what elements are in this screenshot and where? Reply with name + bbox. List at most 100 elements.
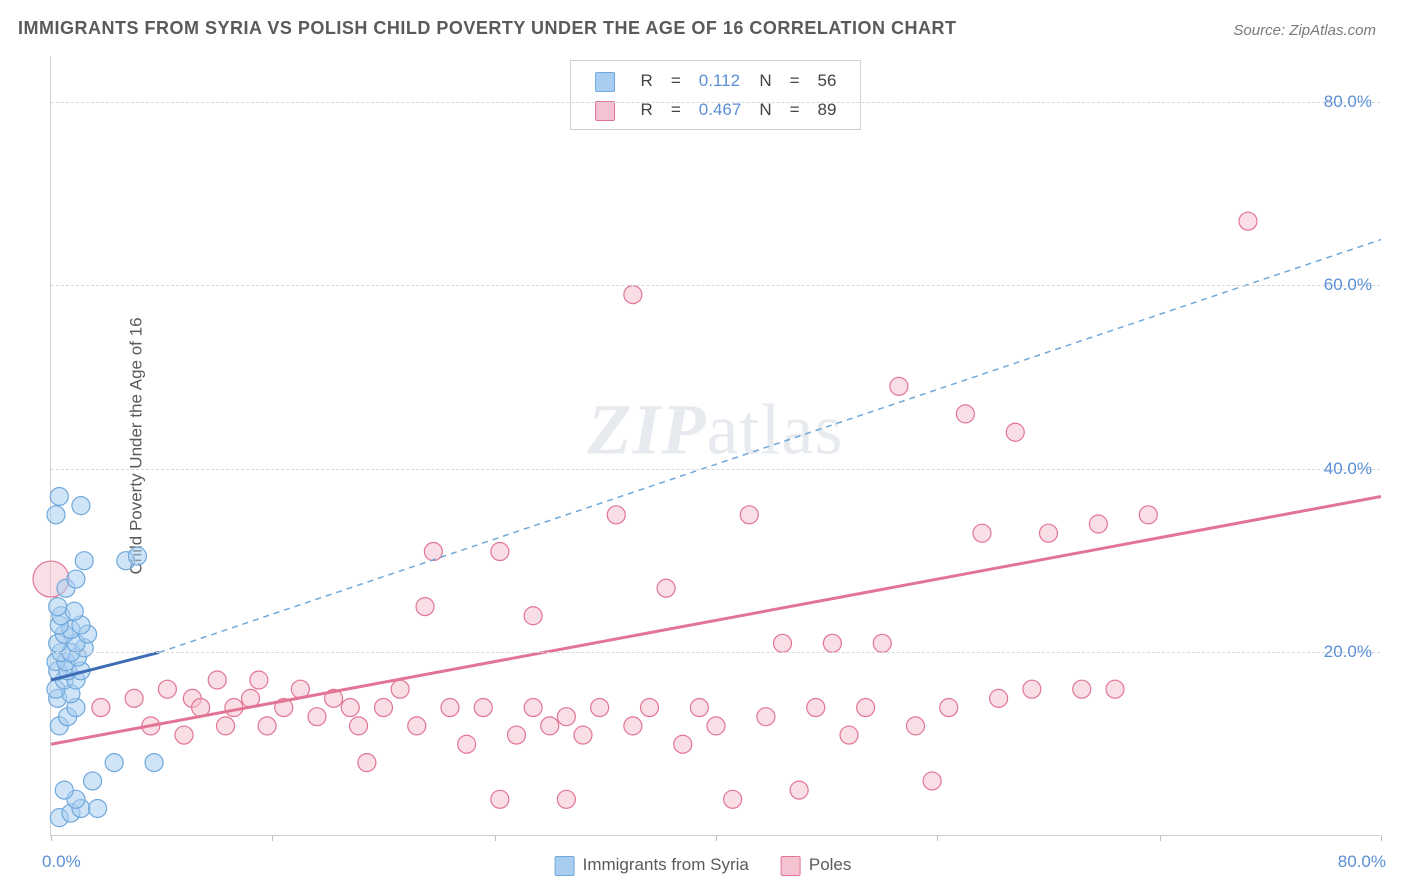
x-tick-mark bbox=[1160, 835, 1161, 841]
chart-title: IMMIGRANTS FROM SYRIA VS POLISH CHILD PO… bbox=[18, 18, 957, 39]
scatter-point bbox=[1106, 680, 1124, 698]
scatter-point bbox=[774, 634, 792, 652]
x-tick-mark bbox=[495, 835, 496, 841]
scatter-point bbox=[624, 717, 642, 735]
scatter-point bbox=[1089, 515, 1107, 533]
legend-item: Poles bbox=[781, 855, 852, 876]
legend-label-2: Poles bbox=[809, 855, 852, 874]
scatter-point bbox=[175, 726, 193, 744]
scatter-point bbox=[840, 726, 858, 744]
scatter-svg bbox=[51, 56, 1380, 835]
gridline-h bbox=[51, 469, 1380, 470]
scatter-point bbox=[441, 699, 459, 717]
scatter-point bbox=[458, 735, 476, 753]
scatter-point bbox=[158, 680, 176, 698]
scatter-point bbox=[990, 689, 1008, 707]
y-tick-label: 60.0% bbox=[1324, 275, 1372, 295]
y-tick-label: 40.0% bbox=[1324, 459, 1372, 479]
scatter-point bbox=[1073, 680, 1091, 698]
scatter-point bbox=[424, 543, 442, 561]
scatter-point bbox=[491, 543, 509, 561]
scatter-point bbox=[557, 790, 575, 808]
scatter-point bbox=[657, 579, 675, 597]
x-tick-mark bbox=[937, 835, 938, 841]
scatter-point bbox=[557, 708, 575, 726]
scatter-point bbox=[857, 699, 875, 717]
scatter-point bbox=[105, 754, 123, 772]
scatter-point bbox=[308, 708, 326, 726]
scatter-point bbox=[217, 717, 235, 735]
bottom-legend: Immigrants from Syria Poles bbox=[555, 855, 852, 876]
scatter-point bbox=[375, 699, 393, 717]
scatter-point bbox=[50, 487, 68, 505]
x-axis-max-label: 80.0% bbox=[1338, 852, 1386, 872]
scatter-point bbox=[508, 726, 526, 744]
scatter-point bbox=[923, 772, 941, 790]
legend-item: Immigrants from Syria bbox=[555, 855, 749, 876]
correlation-chart: IMMIGRANTS FROM SYRIA VS POLISH CHILD PO… bbox=[0, 0, 1406, 892]
scatter-point bbox=[707, 717, 725, 735]
scatter-point bbox=[1023, 680, 1041, 698]
trend-line bbox=[159, 240, 1381, 653]
scatter-point bbox=[89, 799, 107, 817]
scatter-point bbox=[973, 524, 991, 542]
x-axis-min-label: 0.0% bbox=[42, 852, 81, 872]
scatter-point bbox=[1006, 423, 1024, 441]
y-tick-label: 80.0% bbox=[1324, 92, 1372, 112]
scatter-point bbox=[258, 717, 276, 735]
scatter-point bbox=[790, 781, 808, 799]
scatter-point bbox=[1040, 524, 1058, 542]
scatter-point bbox=[491, 790, 509, 808]
scatter-point bbox=[641, 699, 659, 717]
scatter-point bbox=[128, 547, 146, 565]
gridline-h bbox=[51, 652, 1380, 653]
scatter-point bbox=[145, 754, 163, 772]
scatter-point bbox=[940, 699, 958, 717]
scatter-point bbox=[47, 506, 65, 524]
scatter-point bbox=[591, 699, 609, 717]
scatter-point bbox=[607, 506, 625, 524]
scatter-point bbox=[873, 634, 891, 652]
scatter-point bbox=[823, 634, 841, 652]
trend-line bbox=[51, 496, 1381, 744]
scatter-point bbox=[524, 607, 542, 625]
gridline-h bbox=[51, 102, 1380, 103]
scatter-point bbox=[125, 689, 143, 707]
scatter-point bbox=[358, 754, 376, 772]
scatter-point bbox=[1139, 506, 1157, 524]
scatter-point bbox=[75, 552, 93, 570]
scatter-point bbox=[574, 726, 592, 744]
plot-area: ZIPatlas R = 0.112 N = 56 R = 0.467 bbox=[50, 56, 1380, 836]
scatter-point bbox=[724, 790, 742, 808]
x-tick-mark bbox=[716, 835, 717, 841]
scatter-point bbox=[72, 497, 90, 515]
scatter-point bbox=[956, 405, 974, 423]
scatter-point bbox=[907, 717, 925, 735]
scatter-point bbox=[208, 671, 226, 689]
scatter-point bbox=[84, 772, 102, 790]
legend-label-1: Immigrants from Syria bbox=[583, 855, 749, 874]
scatter-point bbox=[1239, 212, 1257, 230]
swatch-series1 bbox=[555, 856, 575, 876]
source-label: Source: bbox=[1233, 22, 1289, 39]
y-tick-label: 20.0% bbox=[1324, 642, 1372, 662]
source-name: ZipAtlas.com bbox=[1289, 22, 1376, 39]
scatter-point bbox=[391, 680, 409, 698]
scatter-point bbox=[690, 699, 708, 717]
scatter-point bbox=[49, 598, 67, 616]
scatter-point bbox=[250, 671, 268, 689]
scatter-point bbox=[740, 506, 758, 524]
scatter-point bbox=[408, 717, 426, 735]
scatter-point bbox=[474, 699, 492, 717]
scatter-point bbox=[341, 699, 359, 717]
x-tick-mark bbox=[1381, 835, 1382, 841]
source-attribution: Source: ZipAtlas.com bbox=[1233, 22, 1376, 39]
scatter-point bbox=[541, 717, 559, 735]
swatch-series2 bbox=[781, 856, 801, 876]
scatter-point bbox=[757, 708, 775, 726]
scatter-point bbox=[674, 735, 692, 753]
scatter-point bbox=[807, 699, 825, 717]
scatter-point bbox=[65, 602, 83, 620]
scatter-point bbox=[55, 781, 73, 799]
x-tick-mark bbox=[51, 835, 52, 841]
